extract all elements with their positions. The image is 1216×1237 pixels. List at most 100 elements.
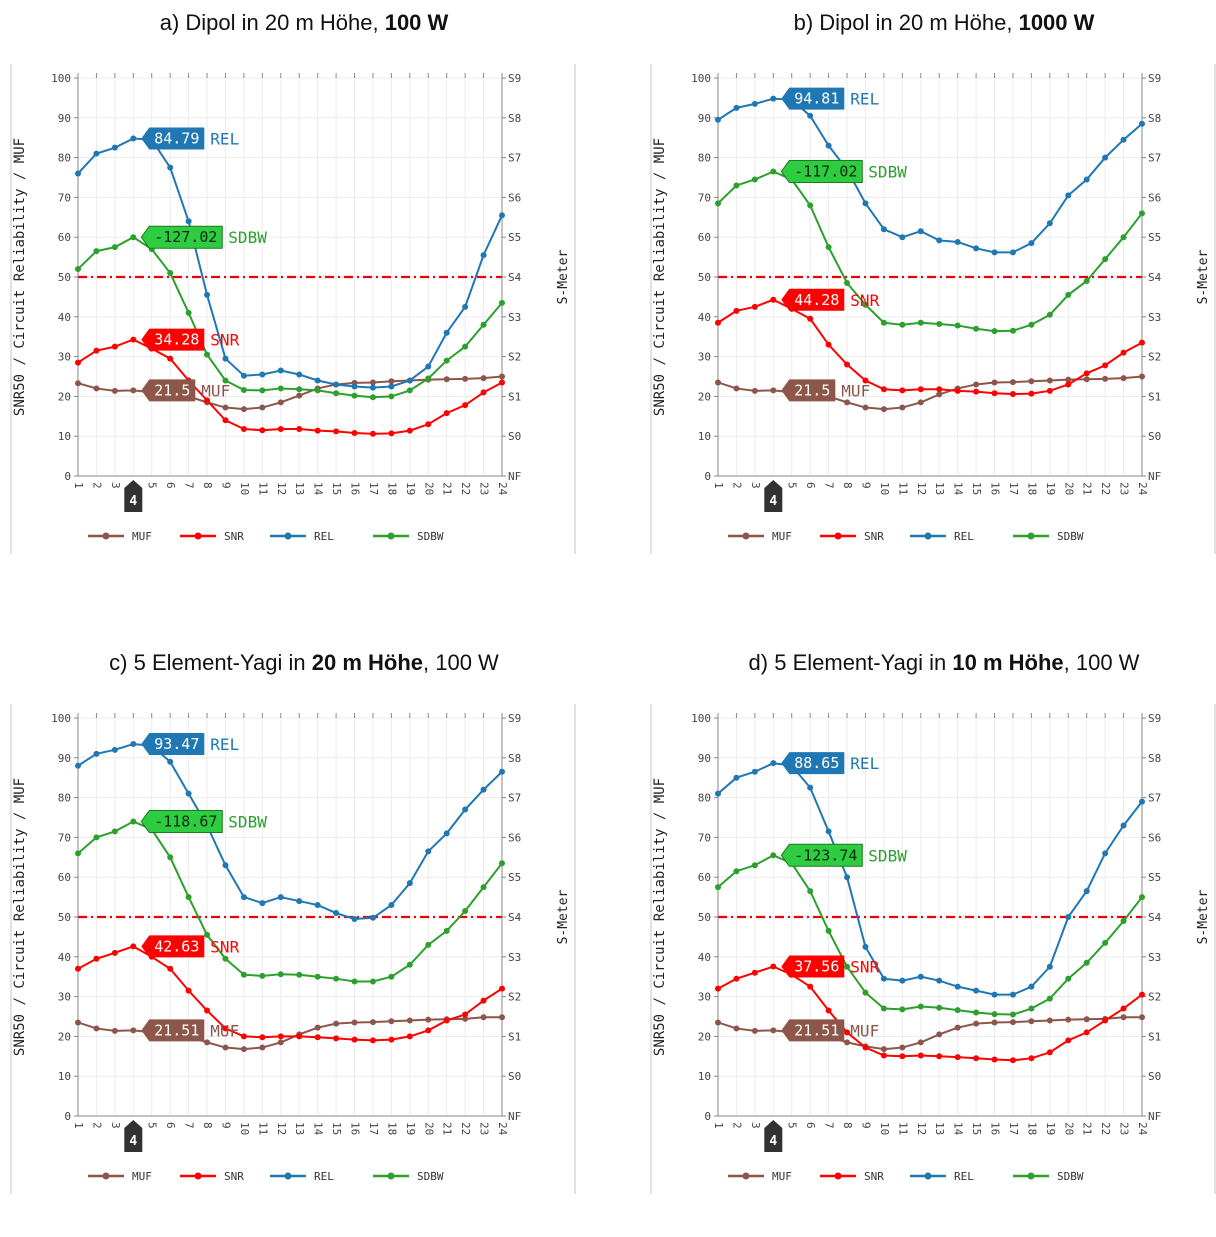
y-tick-label: 60 xyxy=(58,871,71,884)
y2-tick-label: S3 xyxy=(1148,311,1161,324)
data-point xyxy=(75,850,81,857)
data-point xyxy=(936,977,943,984)
x-tick-label: 1 xyxy=(72,482,85,489)
y2-tick-label: S8 xyxy=(508,112,521,125)
legend-marker xyxy=(102,532,110,540)
callout-value: 94.81 xyxy=(794,90,839,108)
y-tick-label: 50 xyxy=(698,271,711,284)
y2-tick-label: S4 xyxy=(1148,271,1162,284)
data-point xyxy=(130,943,137,950)
data-point xyxy=(1083,959,1090,966)
legend-marker xyxy=(284,532,292,540)
y-tick-label: 0 xyxy=(64,1110,71,1123)
y-tick-label: 100 xyxy=(51,712,71,725)
x-tick-label: 6 xyxy=(804,482,817,489)
y-tick-label: 10 xyxy=(698,1070,711,1083)
data-point xyxy=(1046,220,1053,227)
x-tick-label: 16 xyxy=(989,1122,1002,1135)
data-point xyxy=(1028,321,1035,328)
data-point xyxy=(733,868,740,875)
y2-tick-label: S6 xyxy=(508,831,521,844)
data-point xyxy=(277,367,284,374)
data-point xyxy=(130,387,137,394)
callout-name: REL xyxy=(210,735,239,754)
data-point xyxy=(1120,349,1127,356)
data-point xyxy=(167,270,174,277)
y2-tick-label: S5 xyxy=(1148,871,1161,884)
data-point xyxy=(111,343,118,350)
x-tick-label: 13 xyxy=(293,482,306,495)
data-point xyxy=(75,1019,81,1026)
data-point xyxy=(1083,1016,1090,1023)
callout-value: 93.47 xyxy=(154,735,199,753)
callout-name: REL xyxy=(210,130,239,149)
x-tick-label: 24 xyxy=(1136,1122,1149,1136)
callout-value: 42.63 xyxy=(154,937,199,955)
data-point xyxy=(1139,373,1145,380)
data-point xyxy=(733,307,740,314)
data-point xyxy=(296,371,303,378)
legend-label: SDBW xyxy=(1057,530,1084,543)
data-point xyxy=(751,768,758,775)
data-point xyxy=(954,1007,961,1014)
y2-axis-title: S-Meter xyxy=(1196,249,1211,304)
data-point xyxy=(480,884,487,891)
data-point xyxy=(936,1031,943,1038)
data-point xyxy=(259,404,266,411)
y-tick-label: 20 xyxy=(698,1030,711,1043)
data-point xyxy=(1139,210,1145,217)
data-point xyxy=(973,381,980,388)
data-point xyxy=(1139,1014,1145,1021)
x-tick-label: 22 xyxy=(1099,1122,1112,1135)
data-point xyxy=(825,1007,832,1014)
data-point xyxy=(825,142,832,149)
data-point xyxy=(296,971,303,978)
data-point xyxy=(443,329,450,336)
legend-label: SNR xyxy=(864,530,884,543)
x-tick-label: 17 xyxy=(1007,482,1020,495)
legend-marker xyxy=(194,1172,202,1180)
x-tick-label: 8 xyxy=(201,482,214,489)
x-tick-label: 14 xyxy=(952,482,965,496)
data-point xyxy=(240,426,247,433)
data-point xyxy=(991,390,998,397)
legend-label: SNR xyxy=(224,530,244,543)
panel-title: d) 5 Element-Yagi in 10 m Höhe, 100 W xyxy=(748,650,1140,675)
y-tick-label: 50 xyxy=(58,271,71,284)
data-point xyxy=(259,427,266,434)
data-point xyxy=(351,1019,358,1026)
callout-value: 34.28 xyxy=(154,331,199,349)
data-point xyxy=(862,301,869,308)
data-point xyxy=(954,238,961,245)
data-point xyxy=(862,200,869,207)
x-tick-label: 9 xyxy=(859,1122,872,1129)
data-point xyxy=(1102,375,1109,382)
line-chart: 0 10 20 30 40 50 60 70 80 90 100 NF S0 S1 S2 S3 S4 S5 S6 S7… xyxy=(652,72,1211,543)
data-point xyxy=(130,1027,137,1034)
data-point xyxy=(499,212,505,219)
y-tick-label: 0 xyxy=(704,1110,711,1123)
data-point xyxy=(770,1027,777,1034)
callout-rel xyxy=(781,752,845,775)
legend-marker xyxy=(742,1172,750,1180)
data-point xyxy=(222,417,229,424)
y-tick-label: 70 xyxy=(58,191,71,204)
y2-tick-label: S2 xyxy=(1148,991,1161,1004)
data-point xyxy=(807,784,814,791)
series-line-sdbw xyxy=(77,820,503,983)
callout-name: MUF xyxy=(201,381,230,400)
x-tick-label: 19 xyxy=(1044,482,1057,495)
data-point xyxy=(1120,1005,1127,1012)
y2-tick-label: S3 xyxy=(508,951,521,964)
data-point xyxy=(222,404,229,411)
x-tick-label: 13 xyxy=(293,1122,306,1135)
x-tick-label: 14 xyxy=(312,1122,325,1136)
x-tick-label: 22 xyxy=(1099,482,1112,495)
data-point xyxy=(862,377,869,384)
data-point xyxy=(1139,798,1145,805)
data-point xyxy=(93,150,100,157)
y2-tick-label: S2 xyxy=(508,351,521,364)
data-point xyxy=(1139,894,1145,901)
data-point xyxy=(222,955,229,962)
